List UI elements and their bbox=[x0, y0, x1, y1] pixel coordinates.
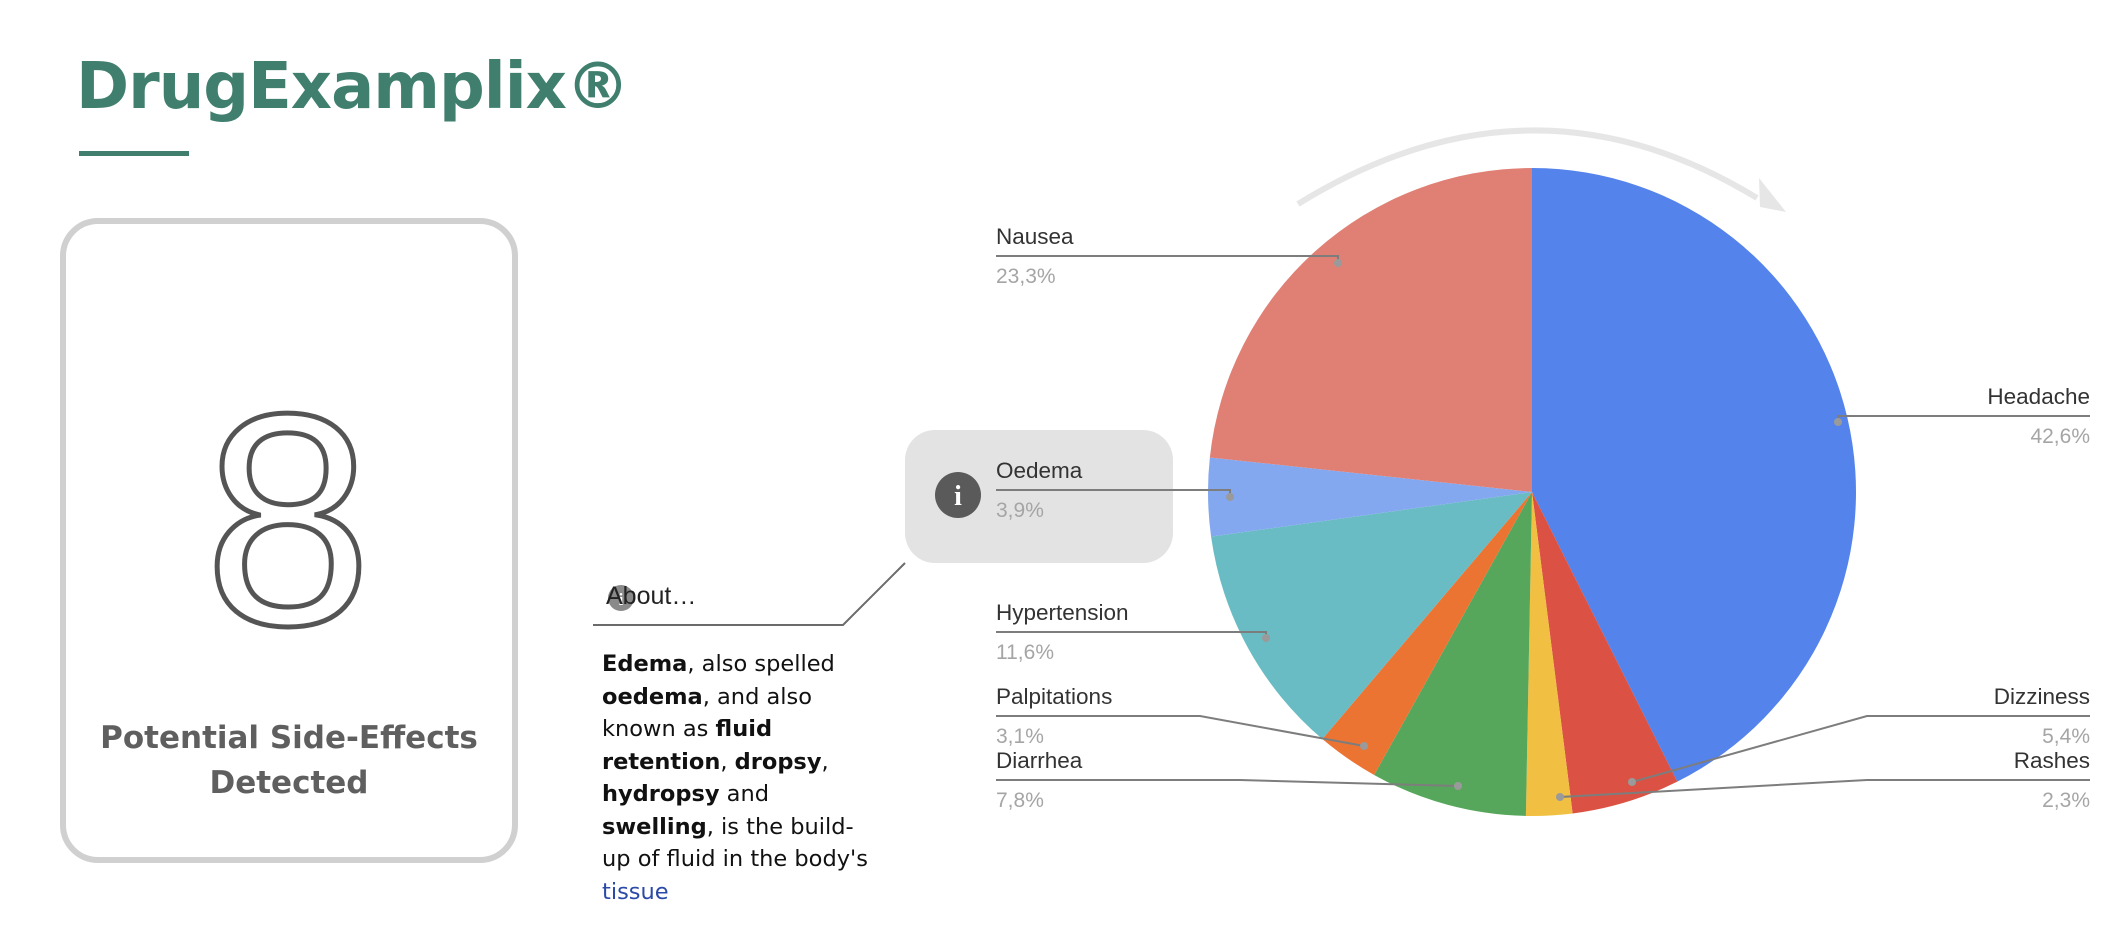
about-callout-line bbox=[593, 562, 906, 626]
leader-line-hypertension bbox=[996, 631, 1267, 638]
card-label-line2: Detected bbox=[209, 765, 369, 801]
label-nausea: Nausea bbox=[996, 224, 1074, 249]
about-text: Edema, also spelled oedema, and also kno… bbox=[602, 648, 872, 908]
card-label-line1: Potential Side-Effects bbox=[100, 720, 478, 756]
leader-dot-hypertension bbox=[1262, 634, 1270, 642]
leader-dot-dizziness bbox=[1628, 778, 1636, 786]
pie-slice-hypertension[interactable] bbox=[1211, 492, 1532, 740]
percent-rashes: 2,3% bbox=[2042, 789, 2090, 812]
leader-line-nausea bbox=[996, 255, 1339, 263]
side-effects-count: 8 bbox=[202, 349, 375, 691]
label-palpitations: Palpitations bbox=[996, 684, 1112, 709]
rotation-arrowhead bbox=[1759, 178, 1786, 212]
leader-line-dizziness bbox=[1631, 715, 2090, 783]
info-icon[interactable] bbox=[935, 472, 981, 518]
about-label[interactable]: About… bbox=[606, 582, 697, 610]
pie-slice-dizziness[interactable] bbox=[1532, 492, 1678, 814]
count-digit: 8 bbox=[204, 351, 372, 688]
leader-dot-diarrhea bbox=[1454, 782, 1462, 790]
about-text-segment: dropsy bbox=[734, 748, 822, 775]
pie-slice-palpitations[interactable] bbox=[1322, 492, 1532, 775]
slice-labels: Headache 42,6% Dizziness 5,4%Rashes 2,3% Diar… bbox=[996, 224, 2090, 812]
rotation-arrow bbox=[1296, 127, 1759, 207]
leader-line-diarrhea bbox=[996, 779, 1459, 787]
leader-dot-oedema bbox=[1226, 493, 1234, 501]
leader-line-palpitations bbox=[996, 715, 1365, 747]
label-headache: Headache bbox=[1987, 384, 2090, 409]
leader-line-headache bbox=[1837, 415, 2090, 422]
leader-dot-headache bbox=[1834, 418, 1842, 426]
leader-line-rashes bbox=[1559, 779, 2090, 798]
percent-hypertension: 11,6% bbox=[996, 641, 1054, 664]
about-text-segment: , bbox=[720, 748, 735, 775]
about-text-segment: , and also known as bbox=[602, 683, 813, 743]
about-text-segment: swelling bbox=[602, 813, 707, 840]
percent-headache: 42,6% bbox=[2030, 425, 2090, 448]
leader-dot-rashes bbox=[1556, 793, 1564, 801]
chart-overlay: ii bbox=[593, 127, 1786, 626]
info-icon-glyph: i bbox=[954, 481, 962, 512]
percent-nausea: 23,3% bbox=[996, 265, 1056, 288]
label-hypertension: Hypertension bbox=[996, 600, 1129, 625]
pie-slice-rashes[interactable] bbox=[1525, 492, 1573, 816]
percent-oedema: 3,9% bbox=[996, 499, 1044, 522]
about-text-segment: fluid retention bbox=[602, 716, 773, 775]
pie-slice-oedema[interactable] bbox=[1208, 457, 1532, 537]
tissue-link[interactable]: tissue bbox=[602, 878, 669, 905]
pie-slice-nausea[interactable] bbox=[1209, 167, 1532, 492]
label-diarrhea: Diarrhea bbox=[996, 748, 1083, 773]
brand-title: DrugExamplix® bbox=[76, 50, 630, 124]
about-info-icon[interactable] bbox=[608, 585, 634, 611]
label-dizziness: Dizziness bbox=[1994, 684, 2090, 709]
card-label: Potential Side-Effects Detected bbox=[66, 716, 512, 806]
leader-dot-palpitations bbox=[1360, 742, 1368, 750]
side-effects-card: 8 Potential Side-Effects Detected bbox=[60, 218, 518, 863]
pie-slices bbox=[1208, 167, 1856, 816]
oedema-highlight-box[interactable] bbox=[905, 430, 1173, 563]
about-text-segment: Edema bbox=[602, 651, 688, 677]
about-text-segment: hydropsy bbox=[602, 781, 720, 807]
label-oedema: Oedema bbox=[996, 458, 1083, 483]
leader-dot-nausea bbox=[1334, 259, 1342, 267]
percent-palpitations: 3,1% bbox=[996, 725, 1044, 748]
percent-dizziness: 5,4% bbox=[2042, 725, 2090, 748]
pie-slice-diarrhea[interactable] bbox=[1374, 492, 1532, 816]
about-info-icon-glyph: i bbox=[619, 590, 624, 609]
about-text-segment: , bbox=[821, 748, 829, 775]
brand-underline bbox=[79, 151, 189, 156]
pie-slice-headache[interactable] bbox=[1532, 168, 1856, 782]
about-text-segment: oedema bbox=[602, 683, 703, 710]
about-text-segment: , also spelled bbox=[687, 651, 835, 677]
about-text-segment: , is the build-up of fluid in the body's bbox=[602, 813, 868, 873]
about-text-segment: and bbox=[719, 781, 769, 807]
label-rashes: Rashes bbox=[2014, 748, 2090, 773]
percent-diarrhea: 7,8% bbox=[996, 789, 1044, 812]
